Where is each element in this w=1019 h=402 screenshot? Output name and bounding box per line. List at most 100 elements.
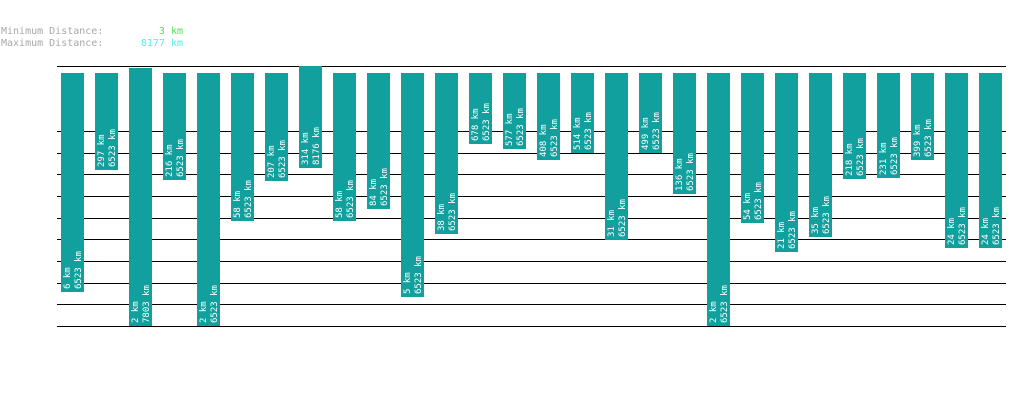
- bar-4: 2 km 6523 km: [197, 73, 220, 326]
- bar-17: 499 km 6523 km: [639, 73, 662, 153]
- bar-label-23-0: 218 km: [845, 143, 855, 176]
- bar-24: 231 km 6523 km: [877, 73, 900, 178]
- bar-label-17-1: 6523 km: [652, 112, 662, 150]
- bar-5: 58 km 6523 km: [231, 73, 254, 221]
- bar-22: 35 km 6523 km: [809, 73, 832, 237]
- bar-label-15-0: 514 km: [573, 117, 583, 150]
- bar-label-0-0: 6 km: [63, 267, 73, 289]
- bar-label-24-0: 231 km: [879, 142, 889, 175]
- bar-label-27-1: 6523 km: [992, 207, 1002, 245]
- bar-rect-23: [843, 73, 866, 179]
- bar-label-4-1: 6523 km: [210, 285, 220, 323]
- bar-23: 218 km 6523 km: [843, 73, 866, 179]
- bar-1: 297 km 6523 km: [95, 73, 118, 170]
- bar-label-5-1: 6523 km: [244, 180, 254, 218]
- bar-label-11-0: 38 km: [437, 204, 447, 231]
- bar-label-17-0: 499 km: [641, 117, 651, 150]
- bar-rect-25: [911, 73, 934, 160]
- bar-rect-2: [129, 68, 152, 326]
- bar-label-3-0: 216 km: [165, 144, 175, 177]
- bar-rect-10: [401, 73, 424, 297]
- bar-label-12-0: 678 km: [471, 108, 481, 141]
- bar-rect-7: [299, 66, 322, 168]
- bar-label-2-1: 7803 km: [142, 285, 152, 323]
- bar-label-15-1: 6523 km: [584, 112, 594, 150]
- bar-label-9-1: 6523 km: [380, 168, 390, 206]
- bar-rect-8: [333, 73, 356, 221]
- bar-rect-27: [979, 73, 1002, 248]
- distance-summary: Minimum Distance: 3 km Maximum Distance: 8…: [1, 26, 183, 50]
- bar-label-0-1: 6523 km: [74, 251, 84, 289]
- bar-label-27-0: 24 km: [981, 218, 991, 245]
- bar-2: 2 km 7803 km: [129, 68, 152, 326]
- bar-label-6-0: 207 km: [267, 145, 277, 178]
- bar-19: 2 km 6523 km: [707, 73, 730, 326]
- bar-rect-0: [61, 73, 84, 292]
- bar-rect-17: [639, 73, 662, 153]
- min-distance-row: Minimum Distance: 3 km: [1, 26, 183, 38]
- bar-14: 408 km 6523 km: [537, 73, 560, 160]
- bar-rect-20: [741, 73, 764, 223]
- bar-label-18-1: 6523 km: [686, 153, 696, 191]
- bar-rect-19: [707, 73, 730, 326]
- bar-label-13-0: 577 km: [505, 113, 515, 146]
- bar-6: 207 km 6523 km: [265, 73, 288, 181]
- bar-label-6-1: 6523 km: [278, 140, 288, 178]
- bar-label-3-1: 6523 km: [176, 139, 186, 177]
- bar-label-16-1: 6523 km: [618, 199, 628, 237]
- bar-label-7-1: 8176 km: [312, 127, 322, 165]
- bar-label-26-0: 24 km: [947, 218, 957, 245]
- bar-rect-18: [673, 73, 696, 194]
- bar-label-21-1: 6523 km: [788, 211, 798, 249]
- bar-rect-11: [435, 73, 458, 234]
- bar-label-21-0: 21 km: [777, 222, 787, 249]
- bar-label-20-0: 54 km: [743, 193, 753, 220]
- bar-rect-1: [95, 73, 118, 170]
- bar-rect-4: [197, 73, 220, 326]
- bar-label-1-1: 6523 km: [108, 129, 118, 167]
- bar-label-5-0: 58 km: [233, 191, 243, 218]
- bar-label-22-1: 6523 km: [822, 196, 832, 234]
- bar-21: 21 km 6523 km: [775, 73, 798, 252]
- bar-rect-13: [503, 73, 526, 149]
- bar-9: 84 km 6523 km: [367, 73, 390, 209]
- bar-label-10-1: 6523 km: [414, 256, 424, 294]
- bar-rect-14: [537, 73, 560, 160]
- bar-label-26-1: 6523 km: [958, 207, 968, 245]
- bar-label-19-0: 2 km: [709, 301, 719, 323]
- bar-label-18-0: 136 km: [675, 158, 685, 191]
- bar-label-1-0: 297 km: [97, 134, 107, 167]
- bar-rect-3: [163, 73, 186, 180]
- bar-label-13-1: 6523 km: [516, 108, 526, 146]
- bar-rect-6: [265, 73, 288, 181]
- min-distance-value: 3 km: [158, 26, 183, 37]
- bar-label-12-1: 6523 km: [482, 103, 492, 141]
- bar-7: 314 km 8176 km: [299, 66, 322, 168]
- bar-20: 54 km 6523 km: [741, 73, 764, 223]
- bar-label-19-1: 6523 km: [720, 285, 730, 323]
- bar-label-10-0: 5 km: [403, 272, 413, 294]
- max-distance-row: Maximum Distance: 8177 km: [1, 38, 183, 50]
- bar-label-2-0: 2 km: [131, 301, 141, 323]
- bar-15: 514 km 6523 km: [571, 73, 594, 153]
- bar-25: 399 km 6523 km: [911, 73, 934, 160]
- bar-label-25-1: 6523 km: [924, 119, 934, 157]
- bar-18: 136 km 6523 km: [673, 73, 696, 194]
- bar-rect-5: [231, 73, 254, 221]
- bar-3: 216 km 6523 km: [163, 73, 186, 180]
- bar-label-4-0: 2 km: [199, 301, 209, 323]
- bar-label-14-1: 6523 km: [550, 119, 560, 157]
- bar-label-25-0: 399 km: [913, 124, 923, 157]
- bar-label-11-1: 6523 km: [448, 193, 458, 231]
- bar-rect-15: [571, 73, 594, 153]
- bar-label-23-1: 6523 km: [856, 138, 866, 176]
- bar-27: 24 km 6523 km: [979, 73, 1002, 248]
- bar-rect-26: [945, 73, 968, 248]
- bar-8: 58 km 6523 km: [333, 73, 356, 221]
- max-distance-label: Maximum Distance:: [1, 38, 104, 49]
- bar-12: 678 km 6523 km: [469, 73, 492, 144]
- bar-rect-16: [605, 73, 628, 240]
- bar-label-22-0: 35 km: [811, 207, 821, 234]
- bar-10: 5 km 6523 km: [401, 73, 424, 297]
